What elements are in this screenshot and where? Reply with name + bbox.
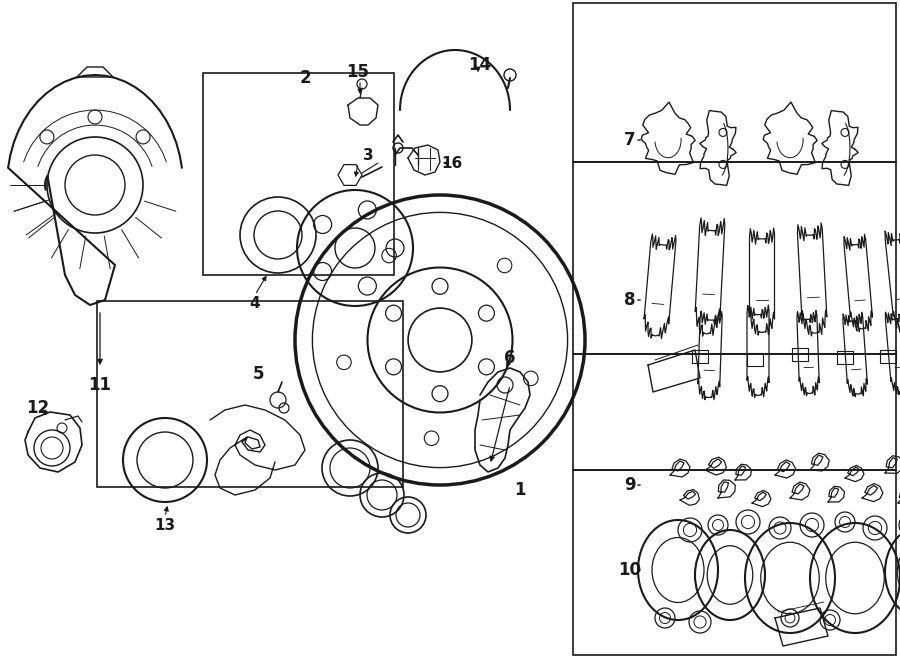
Text: 6: 6 [504,349,516,367]
Bar [573,470,896,655]
Text: 4: 4 [249,295,260,310]
Text: 8: 8 [625,291,635,309]
Text: 3: 3 [363,148,374,162]
Text: 14: 14 [468,56,491,74]
Bar [573,354,896,470]
Text: 12: 12 [26,399,50,417]
Bar [202,73,394,275]
Text: 2: 2 [299,69,310,87]
Bar [97,301,403,487]
Bar [573,162,896,354]
Text: 9: 9 [625,476,635,494]
Text: 11: 11 [88,376,112,394]
Bar [573,3,896,162]
Text: 13: 13 [155,518,176,532]
Text: 10: 10 [618,561,642,579]
Text: 1: 1 [514,481,526,499]
Text: 16: 16 [441,156,463,171]
Text: 15: 15 [346,63,370,81]
Text: 7: 7 [625,131,635,149]
Text: 5: 5 [252,365,264,383]
Polygon shape [338,165,362,185]
